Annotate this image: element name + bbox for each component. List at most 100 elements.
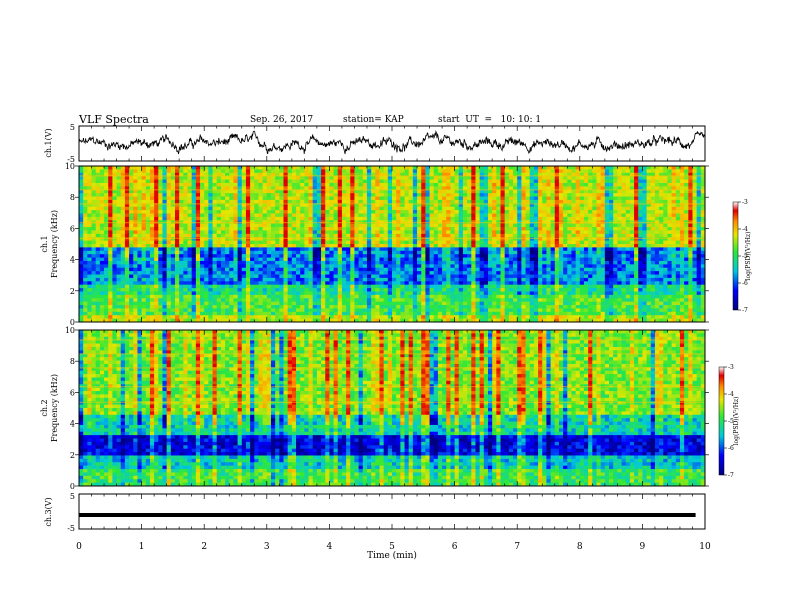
spectrogram-cell xyxy=(504,169,510,174)
spectrogram-cell xyxy=(170,264,176,269)
spectrogram-cell xyxy=(679,172,685,177)
spectrogram-cell xyxy=(533,203,539,208)
spectrogram-cell xyxy=(166,244,172,248)
spectrogram-cell xyxy=(479,220,485,225)
spectrogram-cell xyxy=(454,203,460,208)
spectrogram-cell xyxy=(442,189,447,194)
spectrogram-cell xyxy=(229,240,234,245)
spectrogram-cell xyxy=(433,271,439,275)
spectrogram-cell xyxy=(108,206,113,211)
spectrogram-cell xyxy=(659,237,664,242)
spectrogram-cell xyxy=(183,254,188,258)
spectrogram-cell xyxy=(379,223,385,228)
spectrogram-cell xyxy=(517,227,522,231)
spectrogram-cell xyxy=(675,186,681,191)
spectrogram-cell xyxy=(91,186,97,191)
spectrogram-cell xyxy=(392,210,397,214)
spectrogram-cell xyxy=(237,237,243,242)
spectrogram-cell xyxy=(475,206,481,211)
spectrogram-cell xyxy=(237,233,243,238)
spectrogram-cell xyxy=(629,264,635,269)
spectrogram-cell xyxy=(191,250,197,255)
spectrogram-cell xyxy=(266,213,272,218)
spectrogram-cell xyxy=(162,223,168,228)
spectrogram-cell xyxy=(162,264,168,269)
spectrogram-cell xyxy=(437,244,443,248)
spectrogram-cell xyxy=(137,237,142,242)
spectrogram-cell xyxy=(116,193,122,197)
spectrogram-cell xyxy=(521,169,526,174)
spectrogram-cell xyxy=(266,199,272,204)
spectrogram-cell xyxy=(554,267,560,272)
spectrogram-cell xyxy=(529,247,535,252)
spectrogram-cell xyxy=(162,182,168,187)
spectrogram-cell xyxy=(166,247,172,252)
spectrogram-cell xyxy=(79,210,84,214)
spectrogram-cell xyxy=(571,203,577,208)
spectrogram-cell xyxy=(179,206,184,211)
spectrogram-cell xyxy=(170,244,176,248)
spectrogram-cell xyxy=(112,169,117,174)
spectrogram-cell xyxy=(412,176,418,180)
spectrogram-cell xyxy=(120,203,126,208)
spectrogram-cell xyxy=(671,254,677,258)
spectrogram-cell xyxy=(400,216,405,221)
spectrogram-cell xyxy=(154,267,159,272)
spectrogram-cell xyxy=(183,196,188,201)
spectrogram-cell xyxy=(558,223,564,228)
spectrogram-cell xyxy=(400,274,405,279)
spectrogram-cell xyxy=(329,257,334,262)
spectrogram-cell xyxy=(87,210,92,214)
spectrogram-cell xyxy=(83,233,88,238)
spectrogram-cell xyxy=(696,257,702,262)
spectrogram-cell xyxy=(588,230,593,235)
spectrogram-cell xyxy=(679,176,685,180)
spectrogram-cell xyxy=(250,257,255,262)
spectrogram-cell xyxy=(475,227,481,231)
spectrogram-cell xyxy=(659,186,664,191)
spectrogram-cell xyxy=(496,233,501,238)
spectrogram-cell xyxy=(262,196,268,201)
spectrogram-cell xyxy=(579,172,585,177)
spectrogram-cell xyxy=(258,230,264,235)
spectrogram-cell xyxy=(525,227,531,231)
spectrogram-cell xyxy=(533,193,539,197)
spectrogram-cell xyxy=(362,271,368,275)
spectrogram-cell xyxy=(179,216,184,221)
spectrogram-cell xyxy=(700,230,706,235)
spectrogram-cell xyxy=(300,230,305,235)
spectrogram-cell xyxy=(358,193,364,197)
spectrogram-cell xyxy=(400,237,405,242)
spectrogram-cell xyxy=(245,179,251,184)
spectrogram-cell xyxy=(458,254,464,258)
spectrogram-cell xyxy=(141,254,147,258)
spectrogram-cell xyxy=(558,216,564,221)
spectrogram-cell xyxy=(120,274,126,279)
spectrogram-cell xyxy=(291,176,297,180)
spectrogram-cell xyxy=(137,166,142,170)
spectrogram-cell xyxy=(145,216,151,221)
spectrogram-cell xyxy=(191,237,197,242)
spectrogram-cell xyxy=(400,267,405,272)
spectrogram-cell xyxy=(546,169,551,174)
spectrogram-cell xyxy=(471,210,476,214)
spectrogram-cell xyxy=(208,267,213,272)
spectrogram-cell xyxy=(621,267,627,272)
spectrogram-cell xyxy=(291,267,297,272)
spectrogram-cell xyxy=(212,210,218,214)
spectrogram-cell xyxy=(229,257,234,262)
spectrogram-cell xyxy=(300,193,305,197)
spectrogram-cell xyxy=(79,244,84,248)
spectrogram-cell xyxy=(337,240,343,245)
spectrogram-cell xyxy=(542,271,547,275)
spectrogram-cell xyxy=(617,264,622,269)
spectrogram-cell xyxy=(229,223,234,228)
spectrogram-cell xyxy=(124,237,130,242)
spectrogram-cell xyxy=(604,176,610,180)
spectrogram-cell xyxy=(671,216,677,221)
spectrogram-cell xyxy=(487,244,493,248)
spectrogram-cell xyxy=(625,176,631,180)
spectrogram-cell xyxy=(266,254,272,258)
spectrogram-cell xyxy=(362,244,368,248)
spectrogram-cell xyxy=(129,182,134,187)
